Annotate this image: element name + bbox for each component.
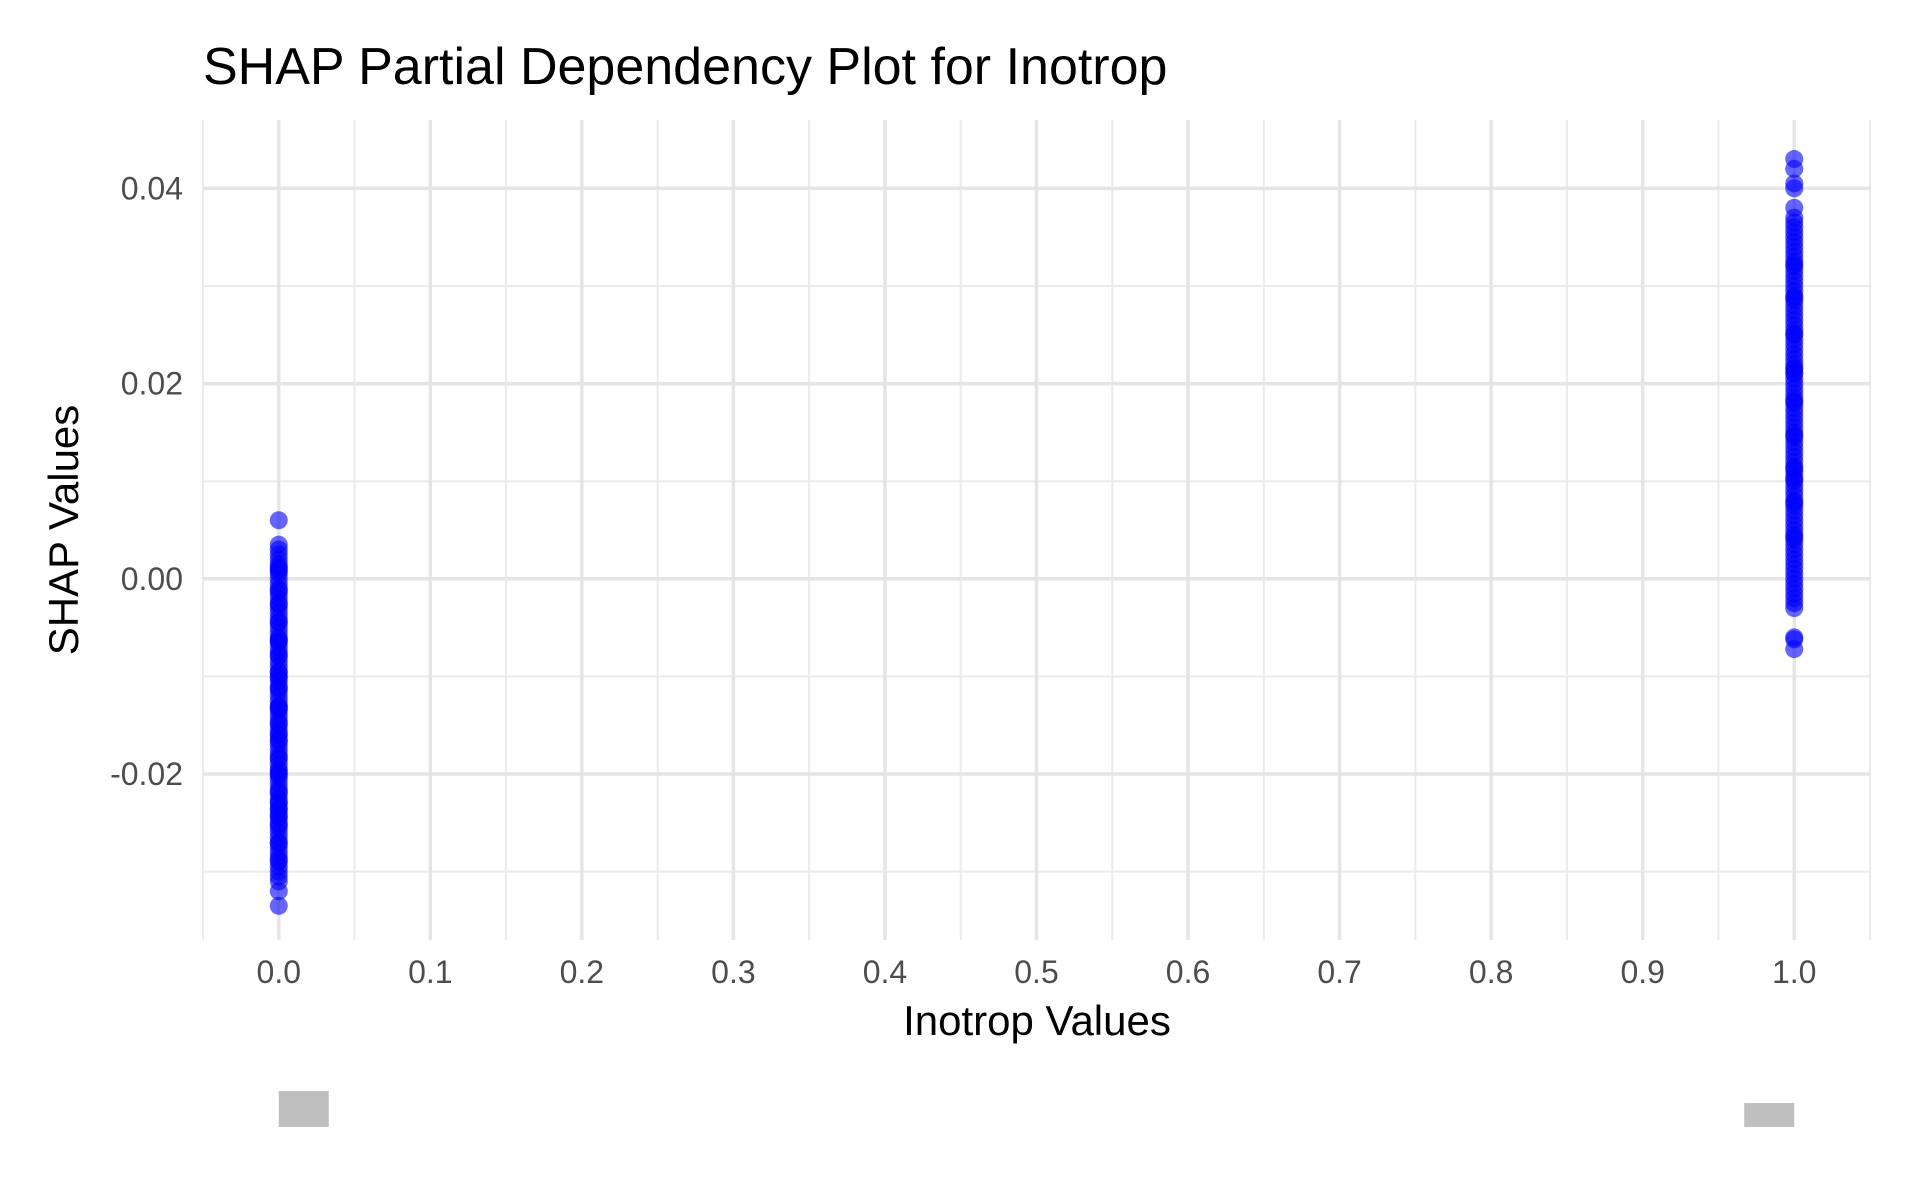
scatter-point xyxy=(269,882,288,901)
scatter-point xyxy=(269,807,288,826)
y-tick-label: 0.04 xyxy=(121,170,183,206)
scatter-point xyxy=(1785,470,1804,489)
scatter-point xyxy=(269,668,288,687)
scatter-point xyxy=(269,645,288,664)
x-axis-title: Inotrop Values xyxy=(903,997,1171,1044)
scatter-point xyxy=(269,632,288,651)
x-tick-label: 0.7 xyxy=(1317,954,1361,990)
grid-lines xyxy=(202,120,1871,940)
x-tick-label: 0.8 xyxy=(1469,954,1513,990)
scatter-point xyxy=(269,511,288,530)
data-points xyxy=(269,150,1804,915)
scatter-point xyxy=(269,748,288,767)
scatter-point xyxy=(1785,324,1804,343)
y-tick-label: -0.02 xyxy=(110,756,183,792)
y-tick-label: 0.00 xyxy=(121,561,183,597)
scatter-point xyxy=(1785,426,1804,445)
y-tick-label: 0.02 xyxy=(121,366,183,402)
scatter-point xyxy=(1785,363,1804,382)
x-tick-label: 0.6 xyxy=(1166,954,1210,990)
scatter-point xyxy=(1785,159,1804,178)
x-tick-label: 0.9 xyxy=(1620,954,1664,990)
chart-title: SHAP Partial Dependency Plot for Inotrop xyxy=(203,38,1167,96)
x-tick-labels: 0.0 0.1 0.2 0.3 0.4 0.5 0.6 0.7 0.8 0.9 1.0 xyxy=(257,954,1817,990)
scatter-point xyxy=(269,725,288,744)
scatter-point xyxy=(269,581,288,600)
marginal-rug-bars xyxy=(278,1091,1795,1127)
scatter-point xyxy=(1785,179,1804,198)
x-tick-label: 1.0 xyxy=(1772,954,1816,990)
x-tick-label: 0.1 xyxy=(408,954,452,990)
scatter-point xyxy=(269,834,288,853)
scatter-point xyxy=(269,612,288,631)
scatter-point xyxy=(269,850,288,869)
scatter-point xyxy=(1785,527,1804,546)
scatter-point xyxy=(1785,599,1804,618)
x-tick-label: 0.2 xyxy=(560,954,604,990)
scatter-point xyxy=(1785,493,1804,512)
scatter-point xyxy=(269,762,288,781)
scatter-point xyxy=(269,793,288,812)
x-tick-label: 0.0 xyxy=(257,954,301,990)
marginal-bar xyxy=(278,1091,329,1127)
x-tick-label: 0.5 xyxy=(1014,954,1058,990)
scatter-point xyxy=(269,896,288,915)
x-tick-label: 0.4 xyxy=(863,954,907,990)
x-tick-label: 0.3 xyxy=(711,954,755,990)
scatter-point xyxy=(1785,640,1804,659)
marginal-bar xyxy=(1744,1103,1795,1127)
scatter-point xyxy=(1785,392,1804,411)
scatter-point xyxy=(269,699,288,718)
y-axis-title: SHAP Values xyxy=(40,405,87,656)
y-tick-labels: -0.02 0.00 0.02 0.04 xyxy=(110,170,183,792)
scatter-point xyxy=(269,595,288,614)
scatter-point xyxy=(1785,255,1804,274)
scatter-point xyxy=(1785,288,1804,307)
scatter-point xyxy=(269,558,288,577)
